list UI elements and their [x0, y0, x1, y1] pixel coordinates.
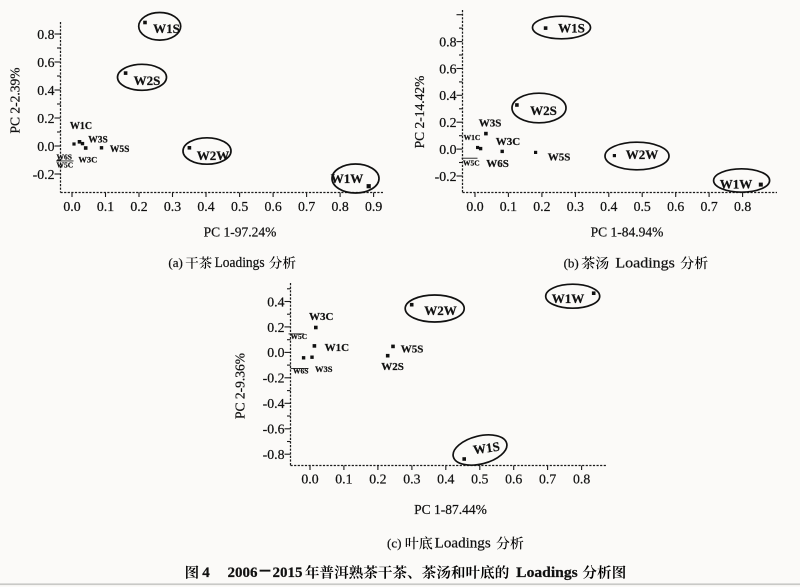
svg-text:W5S: W5S — [548, 152, 571, 164]
svg-text:0.8: 0.8 — [734, 199, 751, 214]
svg-text:W1C: W1C — [464, 133, 481, 142]
svg-text:-0.8: -0.8 — [263, 447, 285, 462]
svg-text:0.7: 0.7 — [298, 199, 315, 214]
svg-text:2006: 2006 — [228, 565, 259, 581]
svg-text:W5C: W5C — [291, 332, 308, 341]
svg-text:Loadings: Loadings — [516, 565, 578, 581]
svg-text:W1C: W1C — [70, 121, 92, 132]
svg-text:-0.2: -0.2 — [435, 169, 457, 184]
svg-text:0.1: 0.1 — [97, 199, 114, 214]
svg-text:0.0: 0.0 — [466, 199, 483, 214]
svg-text:-0.2: -0.2 — [263, 371, 285, 386]
svg-text:W1W: W1W — [331, 171, 364, 186]
svg-text:2015: 2015 — [273, 565, 303, 581]
svg-text:PC 2-14.42%: PC 2-14.42% — [412, 76, 427, 149]
svg-text:-0.6: -0.6 — [263, 422, 285, 437]
svg-text:0.8: 0.8 — [573, 471, 590, 486]
svg-text:0.9: 0.9 — [365, 199, 382, 214]
svg-text:0.0: 0.0 — [301, 471, 318, 486]
svg-text:W5C: W5C — [57, 161, 74, 170]
svg-text:Loadings: Loadings — [215, 255, 265, 271]
svg-text:W1C: W1C — [325, 342, 350, 354]
svg-text:0.2: 0.2 — [533, 199, 550, 214]
svg-text:W1W: W1W — [552, 291, 585, 306]
svg-text:0.8: 0.8 — [37, 27, 54, 42]
svg-text:-0.2: -0.2 — [33, 167, 55, 182]
svg-text:0.7: 0.7 — [539, 471, 556, 486]
svg-text:PC 1-84.94%: PC 1-84.94% — [591, 224, 664, 239]
svg-text:W2S: W2S — [530, 103, 557, 118]
svg-text:W6S: W6S — [293, 367, 308, 376]
svg-text:0.4: 0.4 — [439, 88, 456, 103]
svg-text:0.4: 0.4 — [37, 83, 54, 98]
svg-text:W2W: W2W — [626, 147, 659, 162]
svg-text:W6S: W6S — [486, 158, 509, 170]
svg-text:W3S: W3S — [479, 118, 502, 130]
svg-text:W2W: W2W — [424, 303, 457, 318]
svg-text:Loadings: Loadings — [435, 536, 491, 552]
svg-text:W2S: W2S — [134, 73, 161, 88]
svg-text:4: 4 — [202, 565, 210, 581]
svg-text:0.5: 0.5 — [634, 199, 651, 214]
svg-text:0.4: 0.4 — [600, 199, 617, 214]
svg-text:0.4: 0.4 — [267, 294, 284, 309]
svg-text:0.1: 0.1 — [335, 471, 352, 486]
svg-text:0.8: 0.8 — [439, 34, 456, 49]
svg-text:W5S: W5S — [401, 343, 424, 355]
svg-text:0.7: 0.7 — [700, 199, 717, 214]
svg-text:W1W: W1W — [720, 177, 753, 192]
svg-text:0.4: 0.4 — [437, 471, 454, 486]
svg-text:W1S: W1S — [558, 21, 585, 36]
svg-text:0.6: 0.6 — [37, 55, 54, 70]
svg-text:0.8: 0.8 — [331, 199, 348, 214]
svg-text:(c): (c) — [387, 536, 401, 551]
svg-text:W3C: W3C — [309, 311, 334, 323]
svg-text:W3C: W3C — [496, 136, 521, 148]
svg-text:0.1: 0.1 — [500, 199, 517, 214]
svg-text:0.2: 0.2 — [439, 115, 456, 130]
svg-text:0.6: 0.6 — [505, 471, 522, 486]
svg-text:W2S: W2S — [381, 361, 404, 373]
svg-text:0.2: 0.2 — [267, 320, 284, 335]
svg-text:0.3: 0.3 — [567, 199, 584, 214]
svg-text:(a): (a) — [168, 255, 182, 270]
svg-text:W6S: W6S — [57, 152, 72, 161]
svg-text:0.2: 0.2 — [37, 111, 54, 126]
svg-text:0.0: 0.0 — [267, 345, 284, 360]
svg-text:PC 2-2.39%: PC 2-2.39% — [8, 67, 23, 133]
svg-text:(b): (b) — [564, 255, 579, 270]
svg-text:PC 2-9.36%: PC 2-9.36% — [233, 353, 248, 419]
svg-text:W3S: W3S — [88, 135, 108, 145]
svg-text:W1S: W1S — [153, 21, 180, 36]
svg-text:PC 1-97.24%: PC 1-97.24% — [204, 224, 277, 239]
svg-text:W5S: W5S — [110, 145, 130, 155]
svg-text:0.6: 0.6 — [667, 199, 684, 214]
svg-text:0.0: 0.0 — [439, 142, 456, 157]
svg-text:W3C: W3C — [78, 154, 97, 164]
svg-text:0.0: 0.0 — [37, 139, 54, 154]
svg-text:0.3: 0.3 — [164, 199, 181, 214]
svg-text:W5C: W5C — [463, 158, 480, 167]
svg-text:W2W: W2W — [197, 148, 230, 163]
svg-text:0.3: 0.3 — [403, 471, 420, 486]
svg-text:0.4: 0.4 — [197, 199, 214, 214]
svg-text:0.6: 0.6 — [264, 199, 281, 214]
svg-text:0.5: 0.5 — [471, 471, 488, 486]
svg-text:0.2: 0.2 — [130, 199, 147, 214]
svg-text:0.0: 0.0 — [63, 199, 80, 214]
svg-text:0.2: 0.2 — [369, 471, 386, 486]
svg-text:0.5: 0.5 — [231, 199, 248, 214]
svg-text:PC 1-87.44%: PC 1-87.44% — [414, 502, 487, 517]
svg-text:-0.4: -0.4 — [263, 396, 285, 411]
svg-text:W3S: W3S — [315, 364, 333, 374]
svg-text:W1S: W1S — [472, 439, 501, 458]
svg-text:Loadings: Loadings — [615, 255, 675, 271]
svg-text:0.6: 0.6 — [439, 61, 456, 76]
